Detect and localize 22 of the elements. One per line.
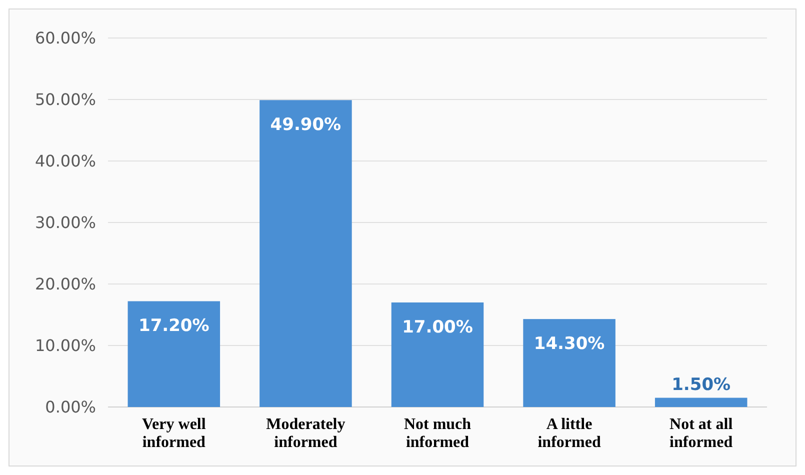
bar <box>260 100 352 407</box>
y-tick-label: 10.00% <box>34 336 96 356</box>
x-tick-label: A little informed <box>538 416 601 451</box>
data-label: 1.50% <box>672 374 731 395</box>
y-tick-label: 40.00% <box>34 152 96 171</box>
y-tick-label: 0.00% <box>45 398 96 417</box>
x-tick-label: Very well informed <box>142 416 206 451</box>
x-tick-label: Not much informed <box>404 416 472 451</box>
data-label: 49.90% <box>270 115 342 136</box>
data-label: 17.00% <box>402 317 473 338</box>
data-label: 14.30% <box>534 334 605 354</box>
bar <box>654 398 748 407</box>
x-tick-label: Moderately informed <box>266 416 346 451</box>
y-tick-label: 60.00% <box>34 28 96 48</box>
x-tick-label: Not at all informed <box>670 416 734 451</box>
y-tick-label: 30.00% <box>34 213 96 232</box>
bar <box>523 319 616 407</box>
bar <box>391 302 484 407</box>
y-tick-label: 20.00% <box>34 274 96 294</box>
data-label: 17.20% <box>138 316 210 336</box>
y-tick-label: 50.00% <box>34 90 96 110</box>
bar <box>128 301 220 407</box>
